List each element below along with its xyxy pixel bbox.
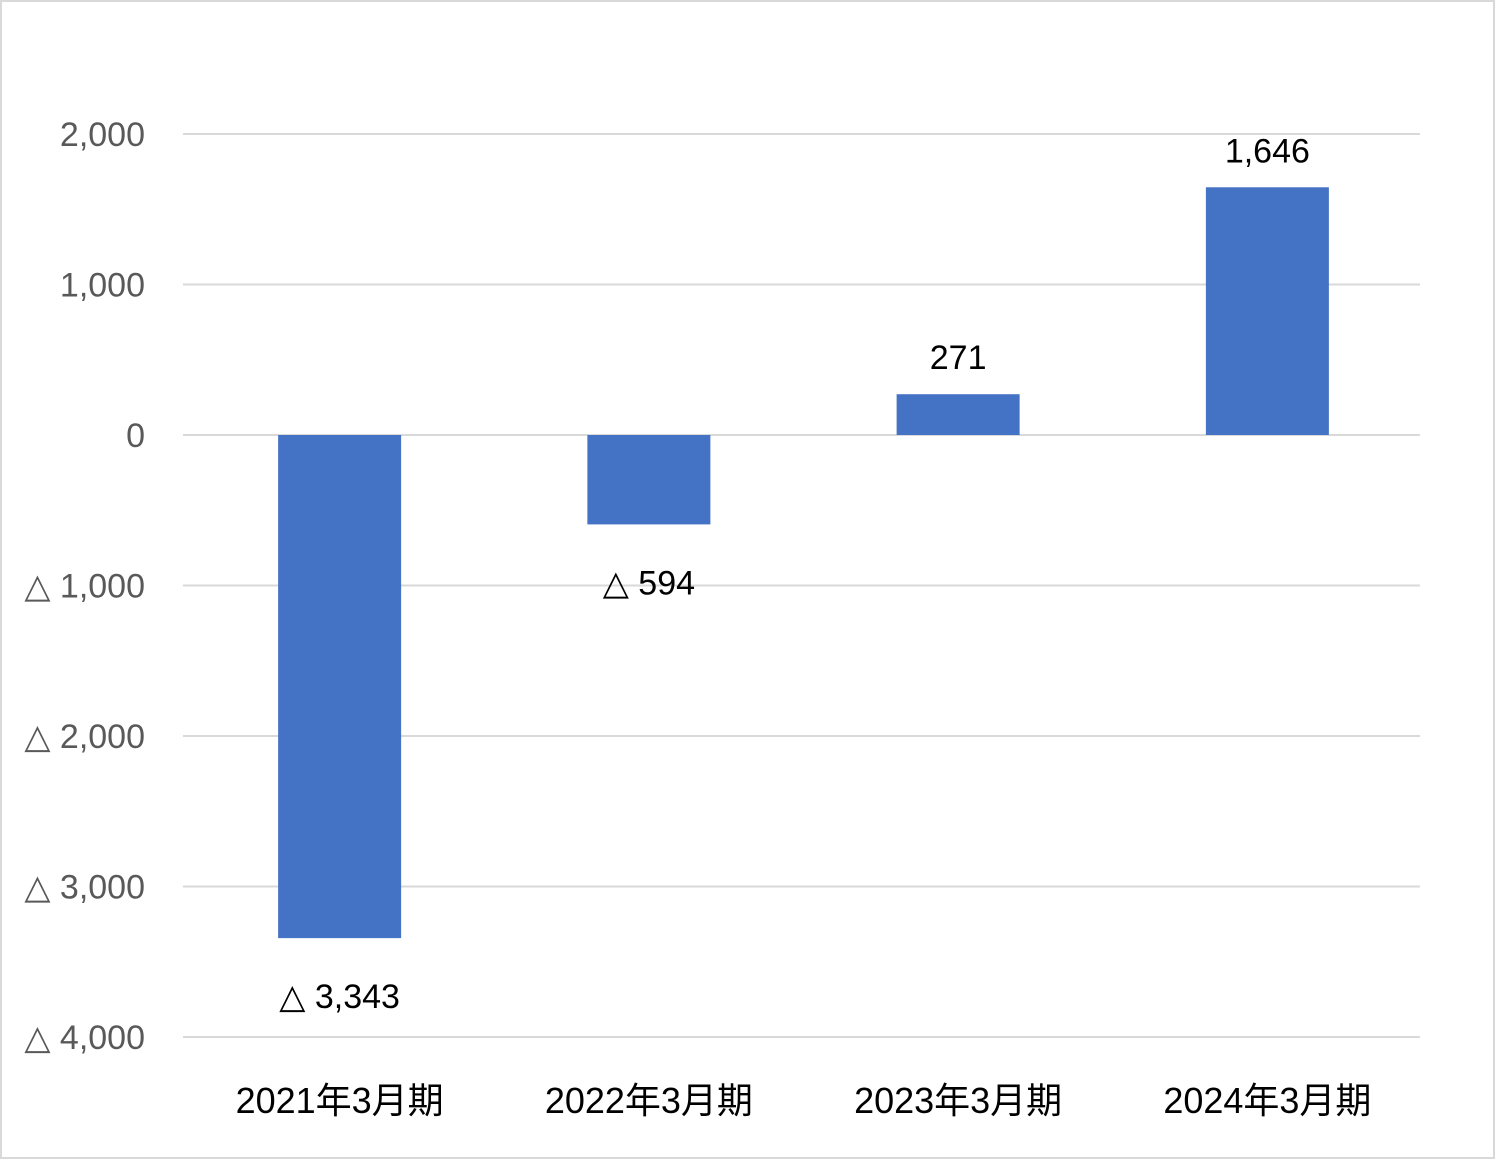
bar [278,435,402,939]
y-tick-label: △ 3,000 [24,869,145,907]
bar [896,394,1020,435]
y-tick-label: 0 [126,417,145,455]
y-tick-label: 2,000 [60,116,145,154]
x-category-label: 2023年3月期 [854,1080,1062,1121]
y-tick-label: △ 2,000 [24,718,145,756]
x-category-label: 2021年3月期 [236,1080,444,1121]
bars [278,187,1329,939]
y-tick-label: △ 1,000 [24,568,145,606]
bar [587,435,711,525]
data-label: 271 [930,339,987,377]
bar [1205,187,1329,435]
y-tick-label: 1,000 [60,267,145,305]
data-label: △ 3,343 [279,978,400,1016]
data-labels: △ 3,343 △ 594 271 1,646 [279,132,1310,1016]
x-category-label: 2022年3月期 [545,1080,753,1121]
data-label: 1,646 [1225,132,1310,170]
data-label: △ 594 [603,564,695,602]
y-axis-tick-labels: 2,000 1,000 0 △ 1,000 △ 2,000 △ 3,000 △ 4,000 [24,116,145,1057]
x-category-label: 2024年3月期 [1163,1080,1371,1121]
y-tick-label: △ 4,000 [24,1019,145,1057]
x-axis-category-labels: 2021年3月期 2022年3月期 2023年3月期 2024年3月期 [236,1080,1372,1121]
